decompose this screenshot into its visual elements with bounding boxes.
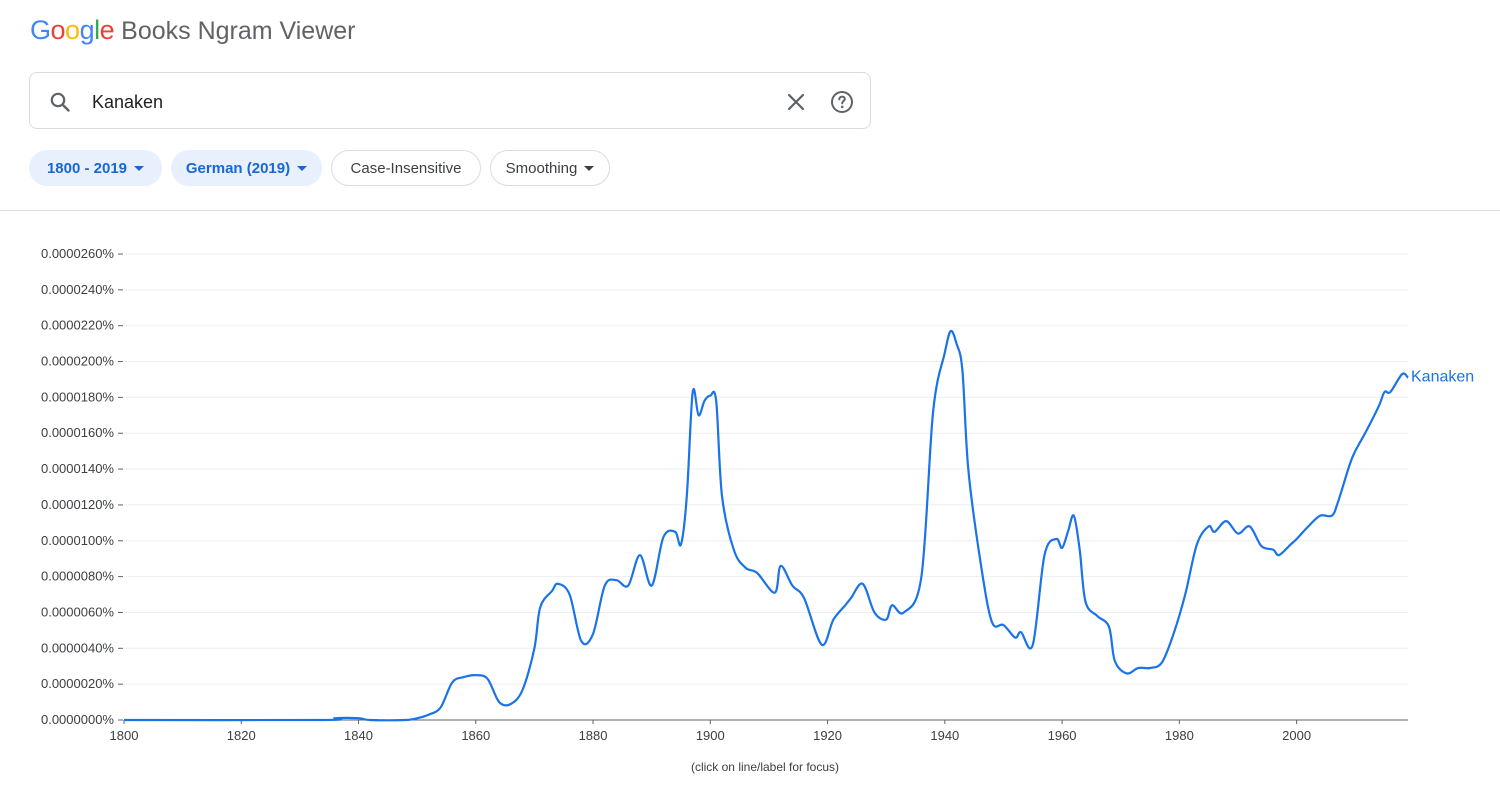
smoothing-label: Smoothing xyxy=(505,159,578,177)
y-tick-label: 0.0000040% xyxy=(41,640,114,655)
series-label[interactable]: Kanaken xyxy=(1411,369,1474,386)
y-tick-label: 0.0000060% xyxy=(41,604,114,619)
caret-down-icon xyxy=(584,166,595,171)
x-tick-label: 2000 xyxy=(1282,728,1311,743)
case-insensitive-toggle[interactable]: Case-Insensitive xyxy=(331,150,481,186)
ngram-chart[interactable]: 0.0000000% 0.0000020% 0.0000040% 0.0000060%… xyxy=(0,211,1500,756)
case-insensitive-label: Case-Insensitive xyxy=(350,159,462,177)
y-tick-label: 0.0000120% xyxy=(41,497,114,512)
y-tick-label: 0.0000220% xyxy=(41,318,114,333)
corpus-label: German (2019) xyxy=(185,159,291,177)
y-tick-label: 0.0000260% xyxy=(41,246,114,261)
x-tick-label: 1960 xyxy=(1048,728,1077,743)
y-tick-label: 0.0000180% xyxy=(41,389,114,404)
google-books-ngram-logo[interactable]: Google Books Ngram Viewer xyxy=(30,15,356,51)
x-tick-label: 1840 xyxy=(344,728,373,743)
x-tick-label: 1940 xyxy=(930,728,959,743)
google-wordmark: Google xyxy=(30,15,115,46)
x-tick-label: 1980 xyxy=(1165,728,1194,743)
y-tick-label: 0.0000020% xyxy=(41,676,114,691)
x-tick-label: 1880 xyxy=(579,728,608,743)
x-tick-label: 1800 xyxy=(110,728,139,743)
y-tick-label: 0.0000080% xyxy=(41,569,114,584)
logo-letter: l xyxy=(94,15,100,45)
x-tick-label: 1820 xyxy=(227,728,256,743)
logo-letter: o xyxy=(65,15,80,45)
y-tick-label: 0.0000160% xyxy=(41,425,114,440)
logo-letter: g xyxy=(79,15,95,45)
caret-down-icon xyxy=(134,166,145,171)
caret-down-icon xyxy=(297,166,308,171)
series-line-kanaken[interactable] xyxy=(123,329,1409,722)
chart-footnote: (click on line/label for focus) xyxy=(690,760,840,774)
x-tick-label: 1860 xyxy=(461,728,490,743)
help-circle-icon[interactable] xyxy=(830,90,854,114)
year-range-dropdown[interactable]: 1800 - 2019 xyxy=(29,150,162,186)
search-box[interactable] xyxy=(29,72,871,129)
corpus-dropdown[interactable]: German (2019) xyxy=(171,150,322,186)
header-divider xyxy=(0,210,1500,211)
smoothing-dropdown[interactable]: Smoothing xyxy=(490,150,610,186)
x-tick-label: 1900 xyxy=(696,728,725,743)
y-tick-label: 0.0000140% xyxy=(41,461,114,476)
close-icon[interactable] xyxy=(784,90,808,114)
y-tick-label: 0.0000100% xyxy=(41,533,114,548)
logo-letter: G xyxy=(30,15,51,45)
y-tick-label: 0.0000200% xyxy=(41,354,114,369)
x-tick-label: 1920 xyxy=(813,728,842,743)
y-tick-label: 0.0000000% xyxy=(41,712,114,727)
logo-letter: e xyxy=(99,15,115,45)
search-input[interactable] xyxy=(90,86,774,118)
search-icon[interactable] xyxy=(48,90,72,114)
y-tick-label: 0.0000240% xyxy=(41,282,114,297)
product-name: Books Ngram Viewer xyxy=(121,17,356,45)
year-range-label: 1800 - 2019 xyxy=(46,159,128,177)
logo-letter: o xyxy=(50,15,66,45)
